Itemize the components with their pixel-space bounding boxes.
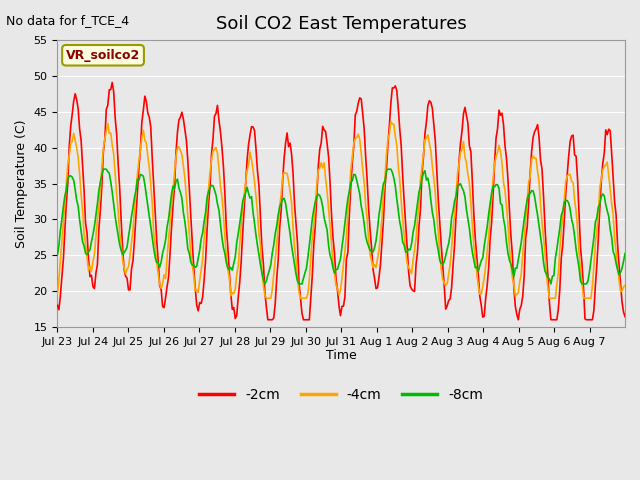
Legend: -2cm, -4cm, -8cm: -2cm, -4cm, -8cm xyxy=(194,383,488,408)
Title: Soil CO2 East Temperatures: Soil CO2 East Temperatures xyxy=(216,15,467,33)
Text: No data for f_TCE_4: No data for f_TCE_4 xyxy=(6,14,129,27)
Text: VR_soilco2: VR_soilco2 xyxy=(66,49,140,62)
X-axis label: Time: Time xyxy=(326,349,356,362)
Y-axis label: Soil Temperature (C): Soil Temperature (C) xyxy=(15,119,28,248)
